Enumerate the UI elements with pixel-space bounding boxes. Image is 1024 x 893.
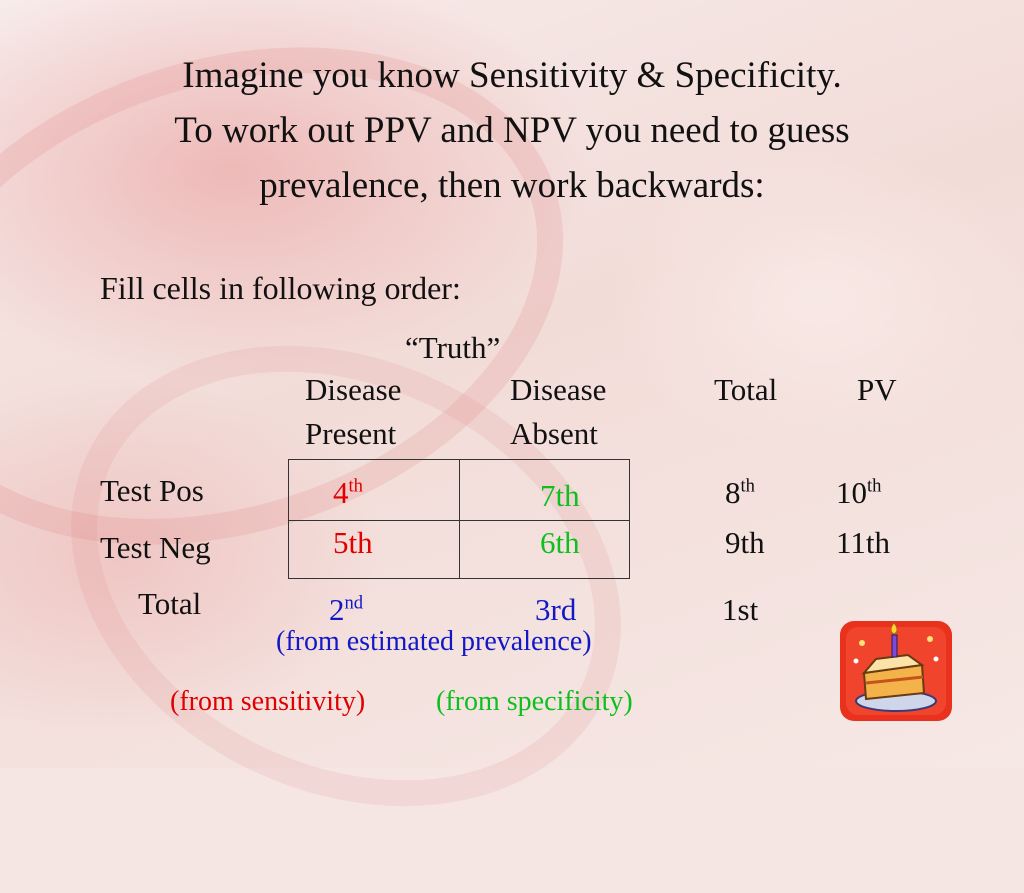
header-total: Total: [714, 372, 778, 407]
cell-pos-present: 4th: [333, 475, 363, 510]
slide-title: Imagine you know Sensitivity & Specifici…: [60, 48, 964, 213]
title-line: To work out PPV and NPV you need to gues…: [174, 110, 850, 151]
cell-pos-pv: 10th: [836, 475, 882, 510]
header-disease-present-line1: Disease: [305, 372, 402, 407]
header-disease-present-line2: Present: [305, 416, 397, 451]
table-cell-border: [459, 520, 630, 579]
title-line: Imagine you know Sensitivity & Specifici…: [182, 55, 842, 96]
cell-neg-pv: 11th: [836, 525, 890, 560]
header-pv: PV: [857, 372, 897, 407]
instruction-text: Fill cells in following order:: [100, 270, 461, 306]
cell-neg-present: 5th: [333, 525, 373, 560]
cell-pos-absent: 7th: [540, 478, 580, 513]
cell-total-absent: 3rd: [535, 592, 577, 627]
cell-total-total: 1st: [722, 592, 759, 627]
row-label-total: Total: [138, 586, 202, 621]
cell-neg-total: 9th: [725, 525, 765, 560]
birthday-cake-icon: [840, 621, 952, 721]
cell-pos-total: 8th: [725, 475, 755, 510]
header-disease-absent-line2: Absent: [510, 416, 598, 451]
title-line: prevalence, then work backwards:: [259, 165, 765, 206]
header-disease-absent-line1: Disease: [510, 372, 607, 407]
row-label-test-neg: Test Neg: [100, 530, 211, 565]
cell-neg-absent: 6th: [540, 525, 580, 560]
note-estimated-prevalence: (from estimated prevalence): [276, 626, 592, 657]
table-cell-border: [288, 459, 460, 521]
cell-total-present: 2nd: [329, 592, 364, 627]
note-sensitivity: (from sensitivity): [170, 686, 366, 717]
note-specificity: (from specificity): [436, 686, 633, 717]
table-cell-border: [288, 520, 460, 579]
row-label-test-pos: Test Pos: [100, 473, 204, 508]
truth-header: “Truth”: [405, 330, 501, 365]
